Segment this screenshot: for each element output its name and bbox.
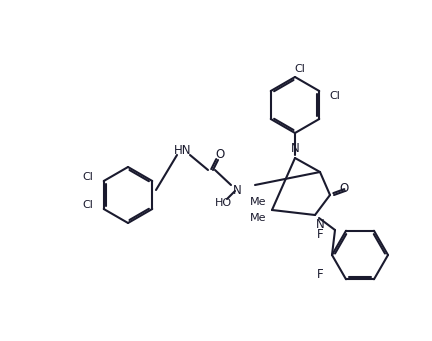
Text: HN: HN <box>174 145 192 158</box>
Text: N: N <box>316 219 324 232</box>
Text: O: O <box>340 182 349 195</box>
Text: Cl: Cl <box>83 172 93 182</box>
Text: O: O <box>216 148 225 162</box>
Text: Cl: Cl <box>83 200 93 210</box>
Text: F: F <box>317 268 323 282</box>
Text: Cl: Cl <box>295 64 305 74</box>
Text: Cl: Cl <box>330 91 340 101</box>
Text: HO: HO <box>214 198 232 208</box>
Text: N: N <box>232 183 241 196</box>
Text: Me: Me <box>250 197 266 207</box>
Text: Me: Me <box>250 213 266 223</box>
Text: F: F <box>317 228 323 241</box>
Text: N: N <box>291 142 299 154</box>
